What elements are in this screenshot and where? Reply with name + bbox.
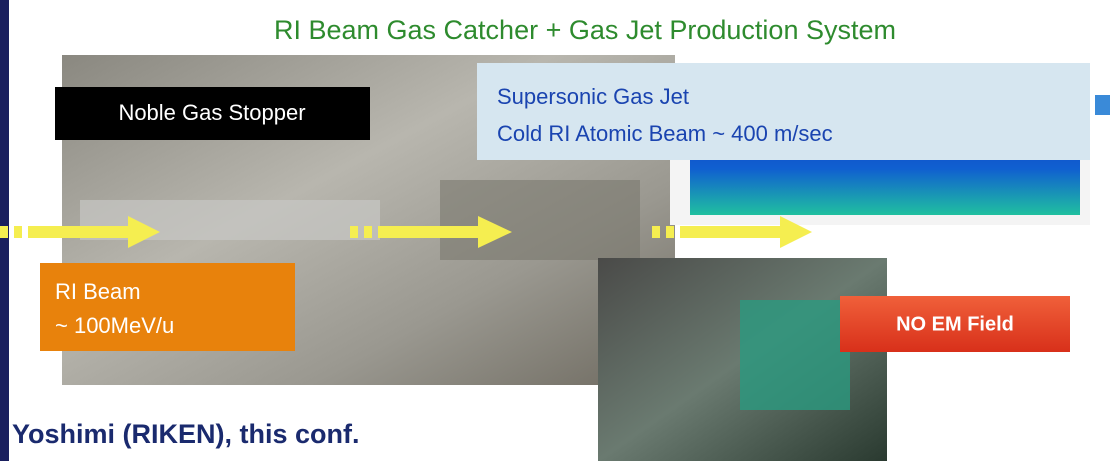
beam-box xyxy=(40,263,295,351)
credit: Yoshimi (RIKEN), this conf. xyxy=(12,419,360,449)
photo-detail xyxy=(440,180,640,260)
field-label: NO EM Field xyxy=(896,313,1014,335)
beam-line1: RI Beam xyxy=(55,279,141,304)
gas-jet-box xyxy=(477,63,1090,160)
gas-jet-line1: Supersonic Gas Jet xyxy=(497,84,689,109)
photo-detail xyxy=(740,300,850,410)
gas-jet-line2: Cold RI Atomic Beam ~ 400 m/sec xyxy=(497,121,833,146)
beam-line2: ~ 100MeV/u xyxy=(55,313,174,338)
stopper-label: Noble Gas Stopper xyxy=(118,100,305,125)
stopper-box xyxy=(55,87,370,140)
arrow-stub xyxy=(1095,95,1110,115)
field-box xyxy=(840,296,1070,352)
beam-arrows xyxy=(0,216,812,248)
slide-title: RI Beam Gas Catcher + Gas Jet Production… xyxy=(274,15,896,45)
